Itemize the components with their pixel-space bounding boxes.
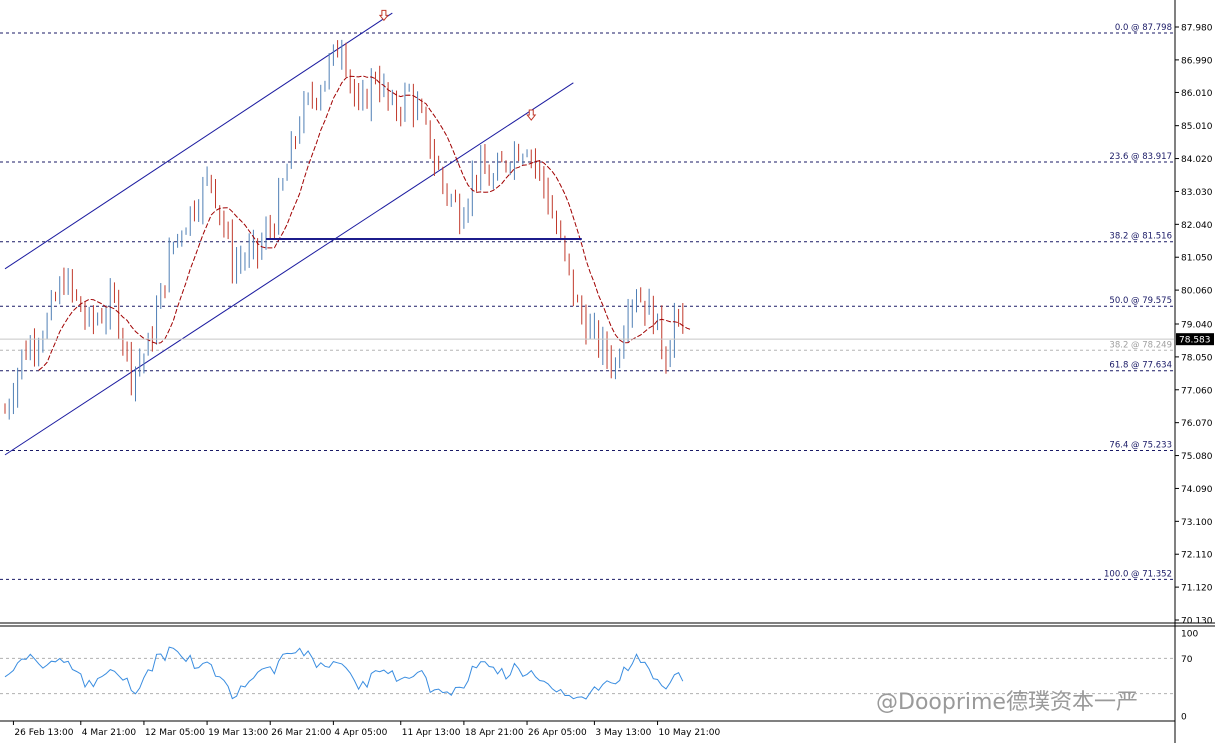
price-tick-label: 87.980: [1181, 24, 1213, 34]
time-axis: 26 Feb 13:00 4 Mar 21:00 12 Mar 05:00 19 Ma…: [0, 720, 1175, 738]
signal-arrows: [378, 9, 537, 121]
price-tick-label: 84.020: [1181, 155, 1213, 165]
fibonacci-levels: 0.0 @ 87.798 23.6 @ 83.917 38.2 @ 81.516 50…: [0, 23, 1174, 580]
time-tick-label: 26 Mar 21:00: [271, 728, 331, 738]
time-tick-label: 26 Apr 05:00: [528, 728, 587, 738]
oscillator-line: [4, 646, 684, 700]
price-tick-label: 81.050: [1181, 254, 1213, 264]
price-tick-label: 86.010: [1181, 89, 1213, 99]
price-tick-label: 76.070: [1181, 419, 1213, 429]
fib-level-label: 38.2 @ 78.249: [1109, 340, 1172, 350]
price-tick-label: 73.100: [1181, 518, 1213, 528]
watermark: @Dooprime德璞资本一严: [876, 690, 1138, 715]
fib-level-label: 38.2 @ 81.516: [1109, 232, 1172, 242]
time-tick-label: 18 Apr 21:00: [465, 728, 524, 738]
candlesticks: [4, 39, 684, 420]
price-tick-label: 72.110: [1181, 551, 1213, 561]
price-tick-label: 85.010: [1181, 122, 1213, 132]
time-tick-label: 11 Apr 13:00: [402, 728, 461, 738]
fib-level-label: 0.0 @ 87.798: [1115, 23, 1172, 33]
price-tick-label: 83.030: [1181, 188, 1213, 198]
channel-upper-line: [4, 12, 393, 270]
price-tick-label: 78.050: [1181, 353, 1213, 363]
time-tick-label: 10 May 21:00: [659, 728, 721, 738]
time-tick-label: 3 May 13:00: [595, 728, 651, 738]
fib-level-label: 61.8 @ 77.634: [1109, 361, 1172, 371]
time-tick-label: 26 Feb 13:00: [14, 728, 73, 738]
price-tick-label: 77.060: [1181, 386, 1213, 396]
down-arrow-icon: [378, 9, 389, 22]
price-tick-label: 82.040: [1181, 221, 1213, 231]
price-tick-label: 79.040: [1181, 320, 1213, 330]
time-tick-label: 19 Mar 13:00: [208, 728, 268, 738]
oscillator-tick-label: 0: [1181, 713, 1187, 723]
current-price-label: 78.583: [1179, 336, 1211, 346]
time-tick-label: 12 Mar 05:00: [145, 728, 205, 738]
price-tick-label: 71.120: [1181, 584, 1213, 594]
price-tick-label: 70.130: [1181, 617, 1213, 627]
down-arrow-icon: [526, 109, 537, 121]
price-tick-label: 80.060: [1181, 287, 1213, 297]
fib-level-label: 23.6 @ 83.917: [1109, 152, 1172, 162]
current-price: 78.583: [0, 333, 1214, 346]
current-price-box: [1176, 333, 1214, 346]
channel-lower-line: [4, 82, 574, 456]
time-tick-label: 4 Mar 21:00: [82, 728, 137, 738]
fib-level-label: 50.0 @ 79.575: [1109, 296, 1172, 306]
oscillator-tick-label: 70: [1181, 655, 1193, 665]
oscillator-tick-label: 100: [1181, 630, 1198, 640]
fib-level-label: 100.0 @ 71.352: [1104, 569, 1172, 579]
fib-level-label: 76.4 @ 75.233: [1109, 440, 1172, 450]
time-tick-label: 4 Apr 05:00: [334, 728, 387, 738]
price-channel: [4, 12, 574, 456]
price-tick-label: 75.080: [1181, 452, 1213, 462]
price-tick-label: 86.990: [1181, 56, 1213, 66]
price-tick-label: 74.090: [1181, 485, 1213, 495]
oscillator-panel: 100 70 0: [0, 622, 1215, 723]
price-axis: 87.980 86.990 86.010 85.010 84.020 83.030 82.0…: [1174, 0, 1213, 743]
